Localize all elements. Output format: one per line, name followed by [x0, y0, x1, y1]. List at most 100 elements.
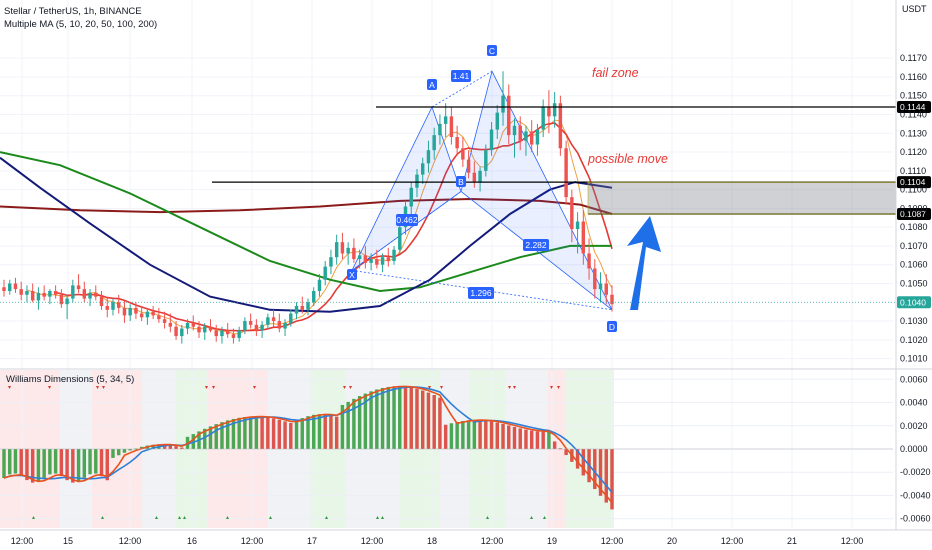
candle-body: [203, 326, 207, 333]
williams-histogram-bar: [312, 414, 316, 449]
time-tick-label: 16: [187, 536, 197, 546]
williams-histogram-bar: [254, 416, 259, 449]
candle-body: [174, 326, 178, 337]
candle-body: [139, 313, 144, 318]
ma-200-line: [0, 197, 613, 215]
williams-histogram-bar: [168, 445, 173, 449]
candle-body: [248, 321, 253, 325]
williams-histogram-bar: [271, 418, 276, 449]
candle-body: [386, 257, 391, 261]
candle-body: [478, 170, 482, 183]
harmonic-point-a-label: A: [429, 80, 435, 90]
price-tick-label: 0.1030: [900, 316, 928, 326]
candle-body: [180, 328, 184, 337]
level-price-label: 0.1104: [900, 177, 926, 187]
sub-tick-label: -0.0040: [900, 490, 931, 500]
williams-histogram-bar: [575, 449, 580, 469]
williams-histogram-bar: [529, 430, 534, 449]
bullish-move-arrow: [627, 216, 661, 310]
williams-histogram-bar: [443, 424, 448, 449]
harmonic-point-b-label: B: [458, 177, 464, 187]
harmonic-ratio-label: 1.41: [453, 71, 470, 81]
williams-histogram-bar: [501, 423, 505, 449]
williams-histogram-bar: [581, 449, 586, 476]
candle-body: [88, 292, 92, 299]
candle-body: [472, 172, 477, 183]
williams-histogram-bar: [237, 417, 241, 449]
williams-histogram-bar: [151, 444, 155, 449]
candle-body: [82, 289, 87, 299]
candle-body: [197, 326, 201, 333]
candle-body: [604, 283, 608, 295]
williams-histogram-bar: [214, 424, 218, 449]
candle-body: [8, 283, 12, 292]
candle-body: [191, 322, 196, 327]
candle-body: [489, 129, 494, 151]
candle-body: [363, 255, 368, 263]
williams-histogram-bar: [30, 449, 35, 483]
williams-histogram-bar: [19, 449, 23, 477]
currency-label: USDT: [902, 4, 927, 14]
time-tick-label: 15: [63, 536, 73, 546]
harmonic-ratio-label: 2.282: [525, 240, 547, 250]
candlestick-series: [2, 71, 614, 344]
williams-histogram-bar: [36, 449, 41, 482]
candle-body: [610, 294, 614, 305]
williams-slow-line: [3, 386, 613, 493]
williams-histogram-bar: [426, 392, 431, 449]
candle-body: [122, 307, 127, 316]
williams-histogram-bar: [363, 393, 368, 449]
candle-body: [53, 291, 58, 295]
candle-body: [220, 330, 224, 337]
candle-body: [260, 324, 264, 331]
fractal-down-marker: [8, 386, 11, 389]
williams-histogram-bar: [2, 449, 6, 479]
time-tick-label: 12:00: [361, 536, 384, 546]
fractal-up-marker: [486, 516, 489, 519]
harmonic-ratio-label: 1.296: [470, 288, 492, 298]
time-tick-label: 12:00: [481, 536, 504, 546]
williams-histogram-bar: [111, 449, 115, 458]
candle-body: [409, 187, 413, 207]
fractal-up-marker: [381, 516, 384, 519]
time-tick-label: 20: [667, 536, 677, 546]
williams-histogram-bar: [409, 387, 413, 449]
williams-histogram-bar: [300, 418, 304, 449]
time-tick-label: 12:00: [601, 536, 624, 546]
candle-body: [484, 150, 488, 171]
candle-body: [535, 129, 540, 145]
williams-histogram-bar: [512, 426, 517, 449]
candle-body: [558, 103, 563, 149]
williams-histogram-bar: [225, 420, 230, 449]
fractal-up-marker: [269, 516, 272, 519]
candle-body: [570, 197, 574, 230]
fractal-up-marker: [543, 516, 546, 519]
williams-histogram-bar: [243, 416, 247, 449]
williams-histogram-bar: [552, 441, 557, 449]
time-tick-label: 19: [547, 536, 557, 546]
fractal-down-marker: [550, 386, 553, 389]
candle-body: [426, 150, 431, 164]
williams-histogram-bar: [162, 444, 167, 449]
candle-body: [283, 322, 287, 329]
williams-histogram-bar: [128, 449, 132, 451]
williams-histogram-bar: [432, 395, 436, 449]
williams-histogram-bar: [478, 420, 482, 449]
harmonic-point-x-label: X: [349, 270, 355, 280]
fractal-up-marker: [530, 516, 533, 519]
time-tick-label: 12:00: [11, 536, 34, 546]
price-tick-label: 0.1080: [900, 222, 928, 232]
last-price-label: 0.1040: [900, 297, 926, 307]
williams-histogram-bar: [489, 421, 494, 449]
price-tick-label: 0.1170: [900, 53, 927, 63]
candle-body: [76, 285, 81, 290]
time-tick-label: 17: [307, 536, 317, 546]
fractal-up-marker: [155, 516, 158, 519]
williams-histogram-bar: [484, 420, 488, 449]
williams-histogram-bar: [323, 414, 327, 449]
candle-body: [94, 292, 98, 297]
level-price-tag: [897, 100, 931, 113]
last-price-tag: [897, 296, 931, 309]
williams-histogram-bar: [535, 431, 540, 449]
